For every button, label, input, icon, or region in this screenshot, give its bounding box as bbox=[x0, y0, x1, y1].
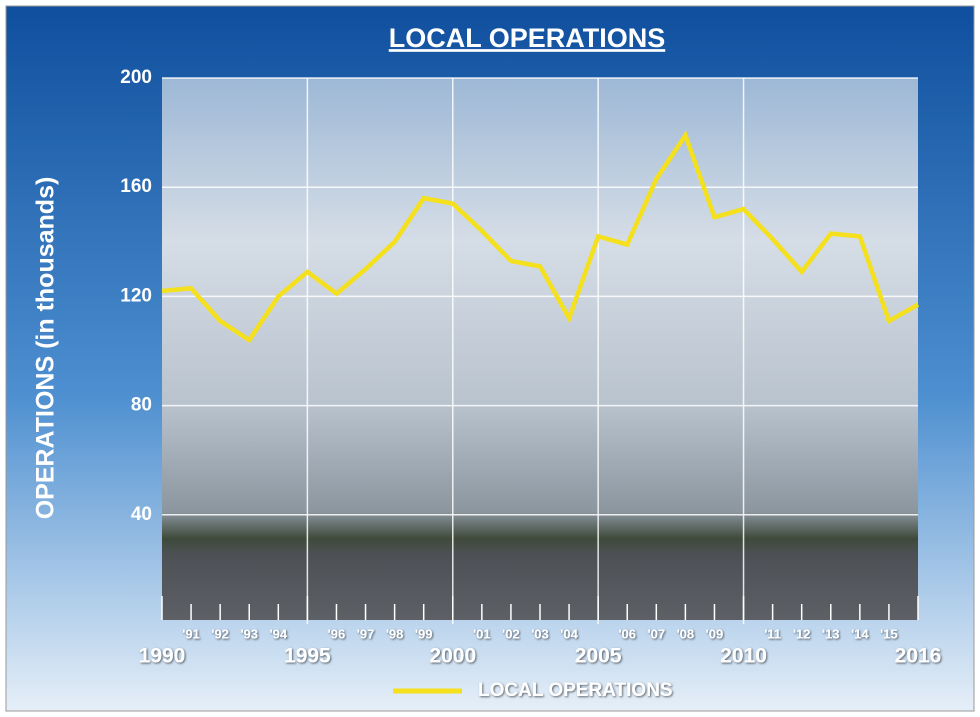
chart-title: LOCAL OPERATIONS bbox=[389, 23, 666, 53]
y-axis-label: OPERATIONS (in thousands) bbox=[32, 177, 60, 520]
y-tick-label: 40 bbox=[131, 504, 152, 525]
x-tick-label: 1990 bbox=[139, 645, 186, 668]
x-tick-label: '99 bbox=[415, 626, 433, 641]
x-tick-label: '15 bbox=[880, 626, 898, 641]
x-tick-label: 2000 bbox=[429, 645, 476, 668]
x-tick-label: '01 bbox=[473, 626, 491, 641]
x-tick-label: '03 bbox=[531, 626, 549, 641]
x-tick-label: '91 bbox=[182, 626, 200, 641]
y-tick-label: 200 bbox=[120, 67, 152, 88]
x-tick-label: 2010 bbox=[720, 645, 767, 668]
x-tick-label: '14 bbox=[851, 626, 869, 641]
x-tick-label: '96 bbox=[328, 626, 346, 641]
x-tick-label: '92 bbox=[211, 626, 229, 641]
x-tick-label: '97 bbox=[357, 626, 375, 641]
x-tick-label: 2005 bbox=[575, 645, 622, 668]
x-tick-label: '98 bbox=[386, 626, 404, 641]
x-tick-label: '11 bbox=[764, 626, 781, 641]
x-tick-label: '07 bbox=[648, 626, 666, 641]
data-line bbox=[161, 130, 920, 344]
y-tick-label: 160 bbox=[120, 176, 152, 197]
x-tick-label: '94 bbox=[270, 626, 288, 641]
plot-area bbox=[162, 78, 918, 620]
x-tick-label: '08 bbox=[677, 626, 695, 641]
x-tick-label: '12 bbox=[793, 626, 811, 641]
legend-label: LOCAL OPERATIONS bbox=[478, 680, 673, 701]
x-tick-label: '93 bbox=[240, 626, 258, 641]
x-tick-label: '09 bbox=[706, 626, 724, 641]
y-tick-label: 120 bbox=[120, 285, 152, 306]
x-tick-label: '04 bbox=[560, 626, 578, 641]
y-tick-label: 80 bbox=[131, 395, 152, 416]
x-tick-label: '02 bbox=[502, 626, 520, 641]
x-tick-label: '06 bbox=[618, 626, 636, 641]
x-tick-label: '13 bbox=[822, 626, 840, 641]
x-tick-label: 2016 bbox=[895, 645, 942, 668]
x-tick-label: 1995 bbox=[284, 645, 331, 668]
